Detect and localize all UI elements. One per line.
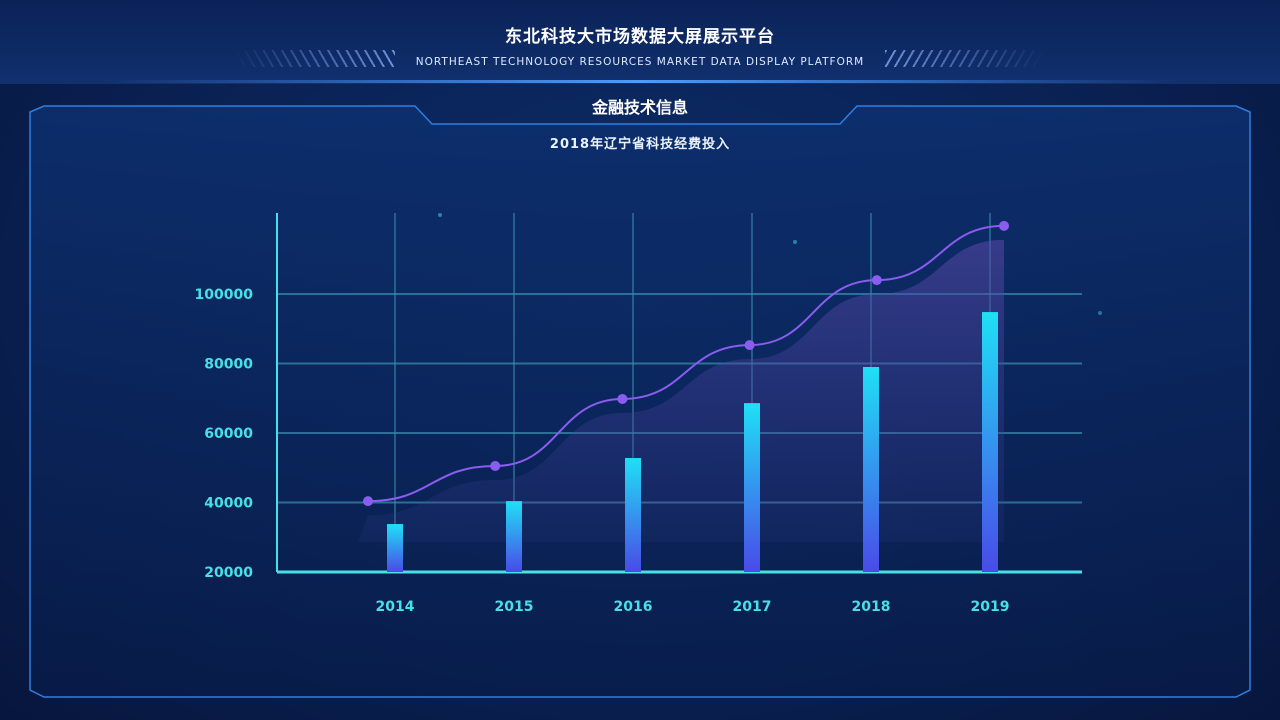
header-divider (100, 80, 1180, 83)
line-point (363, 496, 373, 507)
line-series (367, 224, 1005, 503)
x-tick-label: 2016 (614, 599, 653, 615)
y-tick-label: 100000 (195, 287, 254, 303)
line-point (871, 275, 882, 286)
line-point (490, 461, 501, 472)
y-tick-label: 60000 (204, 426, 253, 442)
page-title: 东北科技大市场数据大屏展示平台 (505, 27, 775, 47)
line-point (999, 220, 1009, 231)
line-point (617, 393, 628, 404)
chart-title: 2018年辽宁省科技经费投入 (549, 137, 731, 152)
bar (506, 501, 522, 572)
bar (625, 458, 641, 572)
y-tick-label: 40000 (204, 496, 253, 512)
panel-title: 金融技术信息 (591, 98, 688, 117)
area-fill (358, 239, 1004, 542)
y-tick-label: 80000 (204, 357, 253, 373)
bar (982, 312, 998, 572)
bar (387, 524, 403, 572)
y-tick-label: 20000 (204, 565, 253, 581)
line-point (744, 340, 755, 351)
bar (863, 366, 879, 572)
bar (744, 403, 760, 572)
x-tick-label: 2014 (376, 599, 415, 615)
page-subtitle: NORTHEAST TECHNOLOGY RESOURCES MARKET DA… (415, 56, 865, 68)
decorative-stripes-right (885, 50, 1045, 67)
x-tick-label: 2015 (495, 599, 534, 615)
x-tick-label: 2017 (733, 599, 772, 615)
decorative-stripes-left (235, 50, 395, 67)
x-tick-label: 2018 (852, 599, 891, 615)
x-tick-label: 2019 (971, 599, 1010, 615)
header: 东北科技大市场数据大屏展示平台 NORTHEAST TECHNOLOGY RES… (0, 0, 1280, 84)
